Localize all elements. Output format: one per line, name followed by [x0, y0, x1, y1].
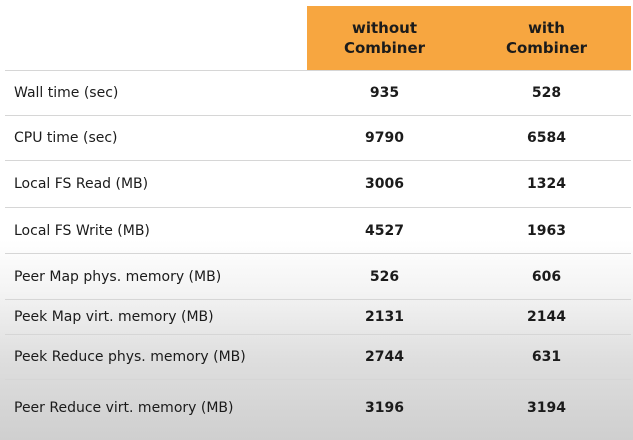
value-with-combiner: 528: [531, 85, 562, 101]
value-without-combiner: 2744: [365, 349, 404, 365]
table-row: Local FS Write (MB) 4527 1963: [5, 208, 631, 254]
row-label: Peek Reduce phys. memory (MB): [14, 349, 246, 365]
table-row: Peer Reduce virt. memory (MB) 3196 3194: [5, 386, 631, 430]
value-without-combiner: 2131: [365, 309, 404, 325]
header-with-combiner: with Combiner: [462, 6, 631, 70]
value-without-combiner: 526: [369, 268, 400, 285]
row-label: Peek Map virt. memory (MB): [14, 309, 214, 325]
value-without-combiner: 3196: [365, 400, 404, 416]
header-without-line1: without: [351, 19, 417, 37]
row-label: CPU time (sec): [14, 129, 118, 146]
row-label: Wall time (sec): [14, 85, 119, 101]
header-with-line2: Combiner: [505, 39, 588, 57]
table-row: CPU time (sec) 9790 6584: [5, 115, 631, 161]
row-label: Peer Reduce virt. memory (MB): [14, 400, 234, 416]
value-without-combiner: 935: [369, 85, 400, 101]
value-with-combiner: 631: [531, 349, 562, 365]
header-without-combiner: without Combiner: [307, 6, 462, 70]
header-with-line1: with: [528, 19, 565, 37]
value-with-combiner: 1324: [527, 176, 566, 192]
value-with-combiner: 3194: [527, 400, 566, 416]
table-row: Peek Reduce phys. memory (MB) 2744 631: [5, 335, 631, 380]
value-with-combiner: 6584: [527, 129, 566, 146]
table-row: Local FS Read (MB) 3006 1324: [5, 161, 631, 208]
table-row: Peek Map virt. memory (MB) 2131 2144: [5, 300, 631, 335]
value-without-combiner: 3006: [365, 176, 404, 192]
row-label: Peer Map phys. memory (MB): [14, 268, 222, 285]
row-label: Local FS Read (MB): [14, 176, 149, 192]
value-with-combiner: 2144: [527, 309, 566, 325]
header-without-line2: Combiner: [343, 39, 426, 57]
value-with-combiner: 1963: [527, 222, 566, 239]
table-header: without Combiner with Combiner: [0, 0, 633, 70]
value-with-combiner: 606: [531, 268, 562, 285]
value-without-combiner: 4527: [365, 222, 404, 239]
row-label: Local FS Write (MB): [14, 222, 150, 239]
table-row: Peer Map phys. memory (MB) 526 606: [5, 254, 631, 300]
table-row: Wall time (sec) 935 528: [5, 70, 631, 116]
value-without-combiner: 9790: [365, 129, 404, 146]
